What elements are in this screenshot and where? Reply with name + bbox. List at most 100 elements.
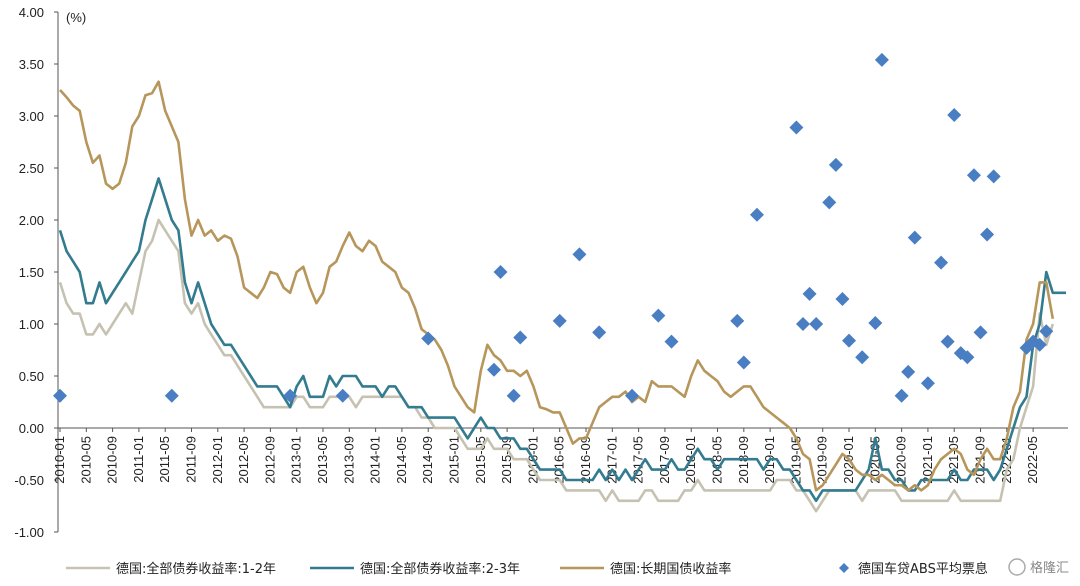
scatter-point (486, 362, 501, 377)
scatter-point (874, 52, 889, 67)
x-tick-label: 2012-01 (210, 436, 225, 484)
scatter-point (592, 325, 607, 340)
x-tick-label: 2013-05 (315, 436, 330, 484)
x-tick-label: 2017-09 (657, 436, 672, 484)
scatter-point (651, 308, 666, 323)
legend-label-3: 德国:长期国债收益率 (610, 561, 731, 577)
y-tick-label: 0.00 (19, 421, 44, 436)
scatter-point (901, 364, 916, 379)
x-tick-label: 2010-09 (105, 436, 120, 484)
scatter-point (493, 265, 508, 279)
x-tick-label: 2010-05 (78, 436, 93, 484)
legend: 德国:全部债券收益率:1-2年 德国:全部债券收益率:2-3年 德国:长期国债收益率… (66, 561, 988, 577)
watermark-text: 格隆汇 (1030, 560, 1069, 576)
x-tick-label: 2021-05 (946, 436, 961, 484)
scatter-point (966, 168, 981, 183)
watermark: 格隆汇 (1008, 558, 1069, 576)
y-tick-label: -1.00 (14, 525, 44, 540)
y-tick-label: 3.00 (19, 109, 44, 124)
scatter-point (855, 350, 870, 365)
scatter-point (980, 227, 995, 242)
x-tick-label: 2017-01 (604, 436, 619, 484)
legend-label-2: 德国:全部债券收益率:2-3年 (360, 561, 520, 577)
scatter-point (986, 169, 1001, 184)
scatter-point (283, 388, 298, 403)
y-tick-label: -0.50 (14, 473, 44, 488)
y-tick-label: 2.50 (19, 161, 44, 176)
scatter-point (947, 107, 962, 122)
scatter-point (513, 330, 528, 345)
scatter-point (868, 315, 883, 330)
y-tick-label: 1.50 (19, 265, 44, 280)
scatter-point (552, 313, 567, 328)
scatter-point (749, 207, 764, 222)
x-tick-label: 2014-09 (420, 436, 435, 484)
x-tick-label: 2013-09 (341, 436, 356, 484)
legend-diamond-swatch (839, 563, 849, 573)
scatter-point (828, 157, 843, 172)
series-layer (53, 52, 1066, 513)
x-tick-label: 2022-05 (1025, 436, 1040, 484)
scatter-point (736, 355, 751, 370)
x-tick-label: 2016-05 (552, 436, 567, 484)
legend-label-4: 德国车贷ABS平均票息 (858, 561, 988, 577)
y-tick-label: 3.50 (19, 57, 44, 72)
scatter-point (795, 317, 810, 331)
scatter-point (907, 230, 922, 245)
series-line-2 (58, 177, 1066, 503)
scatter-point (1039, 324, 1054, 339)
scatter-point (894, 388, 909, 403)
scatter-point (625, 388, 640, 403)
x-tick-label: 2020-09 (894, 436, 909, 484)
scatter-point (809, 317, 824, 331)
scatter-point (835, 292, 850, 307)
scatter-point (802, 286, 817, 301)
x-tick-label: 2021-01 (920, 436, 935, 484)
scatter-point (960, 350, 975, 365)
legend-label-1: 德国:全部债券收益率:1-2年 (116, 561, 276, 577)
y-tick-label: 0.50 (19, 369, 44, 384)
x-tick-label: 2019-09 (815, 436, 830, 484)
x-tick-label: 2011-05 (157, 436, 172, 483)
scatter-point (1032, 337, 1047, 352)
scatter-point (664, 334, 679, 349)
x-tick-label: 2016-09 (578, 436, 593, 484)
scatter-point (335, 388, 350, 403)
scatter-point (940, 334, 955, 349)
series-line-3 (59, 80, 1055, 492)
x-tick-label: 2018-05 (710, 436, 725, 484)
scatter-point (934, 255, 949, 270)
x-tick-label: 2013-01 (289, 436, 304, 484)
scatter-point (842, 333, 857, 348)
x-tick-label: 2011-01 (131, 436, 146, 483)
x-tick-label: 2010-01 (52, 436, 67, 484)
scatter-point (730, 313, 745, 328)
x-tick-label: 2015-01 (447, 436, 462, 484)
scatter-point (973, 325, 988, 340)
scatter-point (421, 331, 436, 346)
y-tick-label: 1.00 (19, 317, 44, 332)
x-tick-label: 2015-09 (499, 436, 514, 484)
x-axis: 2010-01 2010-05 2010-09 2011-01 2011-05 2011-… (52, 427, 1068, 484)
series-line-1 (58, 218, 1055, 513)
scatter-point (920, 376, 935, 391)
y-axis-unit-label: (%) (66, 10, 86, 25)
y-axis: 4.00 3.50 3.00 2.50 2.00 1.50 1.00 0.50 0.00 -0.5… (14, 5, 59, 540)
scatter-point (506, 388, 521, 403)
x-tick-label: 2011-09 (184, 436, 199, 483)
x-tick-label: 2012-05 (236, 436, 251, 484)
y-tick-label: 4.00 (19, 5, 44, 20)
scatter-point (572, 247, 587, 262)
scatter-point (164, 388, 179, 403)
x-tick-label: 2012-09 (262, 436, 277, 484)
watermark-logo-icon (1008, 558, 1026, 576)
scatter-point (822, 195, 837, 210)
x-tick-label: 2014-01 (368, 436, 383, 484)
y-tick-label: 2.00 (19, 213, 44, 228)
x-tick-label: 2017-05 (631, 436, 646, 484)
x-tick-label: 2019-05 (788, 436, 803, 484)
scatter-point (789, 120, 804, 135)
x-tick-label: 2014-05 (394, 436, 409, 484)
scatter-point (53, 388, 67, 403)
